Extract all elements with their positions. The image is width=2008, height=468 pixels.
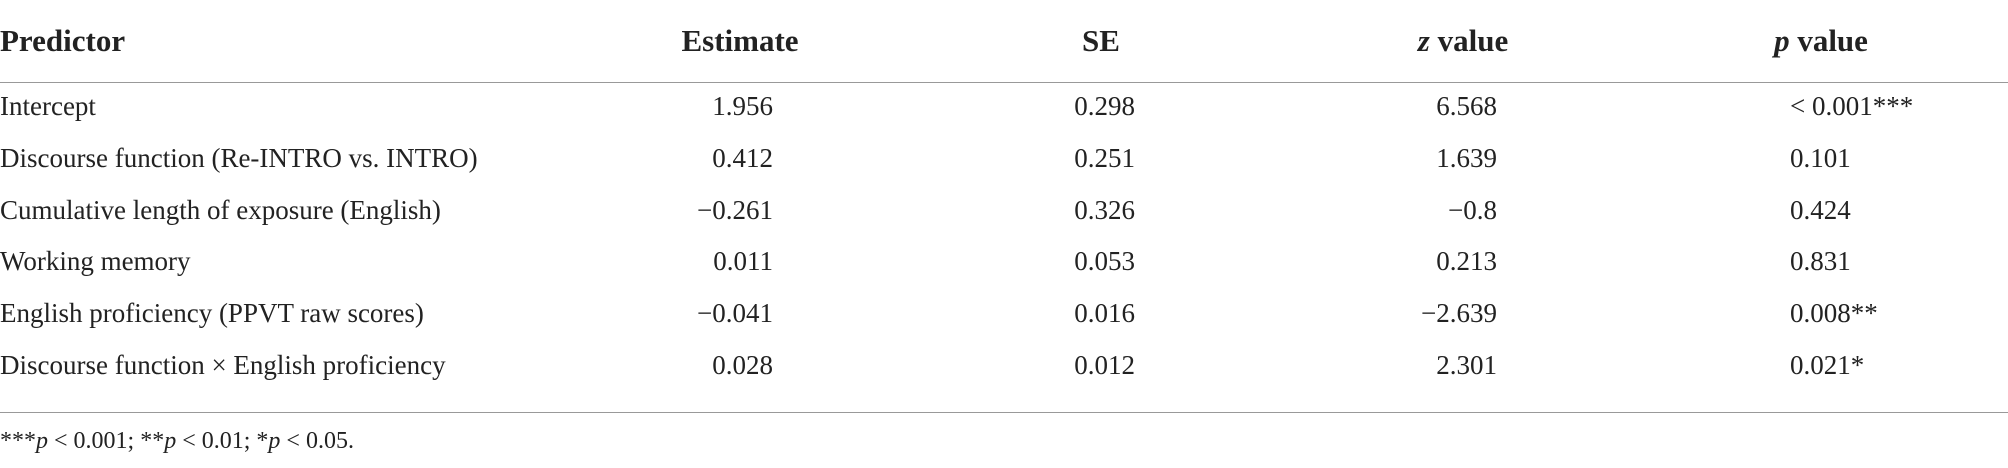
column-header: Predictor (0, 23, 126, 58)
cell-value: 1.639 (1436, 143, 1497, 173)
cell-value: 0.011 (713, 246, 773, 276)
row-label: Working memory (0, 246, 191, 276)
footnote: ***p < 0.001; **p < 0.01; *p < 0.05. (0, 428, 354, 455)
cell-value: 0.213 (1436, 246, 1497, 276)
cell-value: 0.251 (1074, 143, 1135, 173)
cell-value: 0.101 (1790, 143, 1851, 173)
cell-value: 0.021* (1790, 350, 1865, 380)
header-part: value (1789, 23, 1868, 58)
footnote-part: p (268, 428, 281, 454)
row-label: Intercept (0, 91, 96, 121)
cell-value: 0.424 (1790, 195, 1851, 225)
cell-value: −0.261 (697, 195, 773, 225)
cell-value: −0.041 (697, 298, 773, 328)
cell-value: < 0.001*** (1790, 91, 1914, 121)
footnote-part: < 0.001; ** (48, 428, 165, 454)
column-header: SE (1082, 23, 1120, 58)
cell-value: 0.831 (1790, 246, 1851, 276)
footnote-part: p (164, 428, 177, 454)
cell-value: 6.568 (1436, 91, 1497, 121)
column-header: Estimate (681, 23, 799, 58)
cell-value: 0.326 (1074, 195, 1135, 225)
row-label: Cumulative length of exposure (English) (0, 195, 441, 225)
row-label: Discourse function × English proficiency (0, 350, 446, 380)
cell-value: 0.028 (712, 350, 773, 380)
cell-value: −2.639 (1421, 298, 1497, 328)
footnote-part: < 0.05. (280, 428, 354, 454)
cell-value: −0.8 (1448, 195, 1497, 225)
cell-value: 0.053 (1074, 246, 1135, 276)
header-part: p (1774, 23, 1790, 58)
cell-value: 0.298 (1074, 91, 1135, 121)
bottom-rule (0, 412, 2008, 413)
column-header: p value (1774, 24, 1868, 58)
cell-value: 0.016 (1074, 298, 1135, 328)
column-header: z value (1418, 24, 1508, 58)
cell-value: 0.008** (1790, 298, 1878, 328)
cell-value: 1.956 (712, 91, 773, 121)
header-rule (0, 82, 2008, 83)
cell-value: 0.012 (1074, 350, 1135, 380)
cell-value: 0.412 (712, 143, 773, 173)
header-part: z (1417, 23, 1430, 58)
header-part: value (1429, 23, 1509, 58)
row-label: English proficiency (PPVT raw scores) (0, 298, 424, 328)
footnote-part: *** (0, 428, 36, 454)
footnote-part: < 0.01; * (176, 428, 269, 454)
footnote-part: p (36, 428, 48, 454)
row-label: Discourse function (Re-INTRO vs. INTRO) (0, 143, 478, 173)
cell-value: 2.301 (1436, 350, 1497, 380)
